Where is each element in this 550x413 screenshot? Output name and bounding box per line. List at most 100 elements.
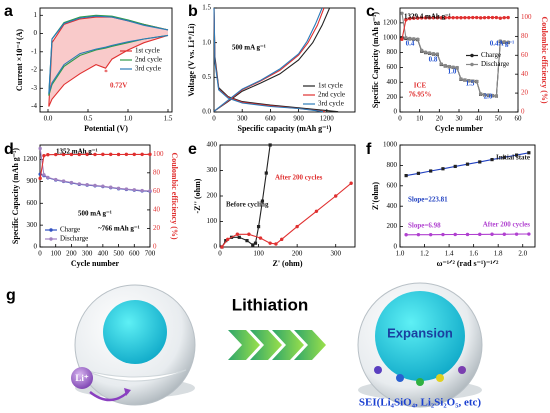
x-tick-label: 1200 — [320, 115, 335, 123]
annotation: 1.5 — [466, 80, 475, 88]
marker — [109, 152, 113, 157]
marker — [459, 77, 463, 81]
plot-frame — [39, 7, 173, 113]
y-tick-label: 1.0 — [202, 38, 211, 46]
marker — [467, 15, 471, 20]
panel-label: d — [4, 141, 14, 158]
marker — [61, 179, 66, 183]
legend-marker — [470, 62, 474, 67]
y-tick-label: 300 — [207, 166, 218, 174]
silicon-core — [103, 300, 167, 364]
x-tick-label: 100 — [50, 250, 61, 258]
x-tick-label: 2.0 — [518, 250, 527, 258]
marker — [132, 188, 136, 192]
marker — [140, 188, 144, 193]
marker — [54, 177, 58, 182]
marker — [404, 18, 408, 22]
series-line — [48, 15, 169, 94]
sei-particle — [436, 374, 444, 382]
marker — [498, 39, 502, 43]
x-tick-label: 1.2 — [420, 250, 429, 258]
marker — [416, 171, 421, 175]
series-line — [221, 182, 352, 248]
annotation: 500 mA g⁻¹ — [232, 44, 266, 52]
marker — [416, 232, 421, 237]
y2-axis-label: Coulombic efficiency (%) — [170, 152, 179, 239]
marker — [482, 93, 487, 97]
panel-label: b — [188, 3, 198, 20]
marker — [490, 93, 495, 98]
marker — [235, 232, 240, 236]
y2-tick-label: 100 — [521, 13, 532, 21]
marker — [431, 51, 436, 56]
marker — [453, 232, 457, 237]
y2-tick-label: 40 — [153, 206, 161, 214]
marker — [527, 232, 531, 236]
marker — [247, 232, 251, 236]
panel-label: c — [366, 3, 375, 20]
marker — [475, 79, 479, 84]
marker — [38, 146, 42, 151]
x-tick-label: 300 — [82, 250, 93, 258]
marker — [439, 62, 443, 66]
annotation: 0.4 — [406, 40, 415, 48]
marker — [116, 186, 121, 191]
chevron — [250, 330, 282, 360]
series-line — [39, 148, 151, 192]
legend-marker — [49, 228, 53, 232]
legend-marker — [49, 237, 53, 241]
ion-label: Li⁺ — [75, 373, 89, 383]
series-label: After 200 cycles — [483, 221, 531, 229]
series-line — [401, 13, 509, 97]
marker — [46, 175, 50, 180]
marker — [237, 235, 241, 239]
marker — [280, 237, 284, 242]
marker — [478, 16, 483, 20]
y-tick-label: 0 — [214, 243, 218, 251]
y-tick-label: 800 — [387, 48, 398, 56]
annotation: 0.4A g⁻¹ — [490, 40, 514, 48]
annotation: 1352 mAh g⁻¹ — [56, 148, 98, 156]
chevron — [272, 330, 304, 360]
x-tick-label: 1.5 — [164, 115, 173, 123]
x-tick-label: 500 — [113, 250, 124, 258]
x-tick-label: 10 — [416, 115, 424, 123]
marker — [268, 241, 272, 245]
legend-label: Discharge — [481, 60, 509, 68]
sei-particle — [416, 378, 424, 386]
marker — [427, 16, 432, 20]
y2-tick-label: 100 — [153, 150, 164, 158]
annotation: Slope=6.98 — [408, 222, 441, 230]
marker — [412, 37, 416, 41]
marker — [77, 152, 81, 157]
lithium-ion — [71, 367, 93, 389]
x-tick-label: 700 — [145, 250, 156, 258]
y-tick-label: -1 — [31, 47, 37, 55]
marker — [443, 16, 447, 20]
annotation: ~766 mAh g⁻¹ — [98, 225, 140, 233]
panel-label: a — [4, 3, 13, 20]
annotation: Slope=223.81 — [408, 196, 448, 204]
legend-label: 1st cycle — [318, 82, 343, 90]
x-tick-label: 0.0 — [44, 115, 53, 123]
marker — [439, 16, 443, 20]
x-tick-label: 100 — [253, 250, 264, 258]
x-tick-label: 900 — [293, 115, 304, 123]
marker — [463, 78, 467, 82]
marker — [85, 152, 89, 157]
y-tick-label: -2 — [31, 66, 37, 74]
y-tick-label: 1200 — [383, 18, 398, 26]
marker — [514, 153, 519, 157]
marker — [490, 15, 495, 20]
y-axis-label: Current ×10⁻⁴ (A) — [15, 29, 24, 91]
marker — [42, 153, 46, 158]
legend-label: 3rd cycle — [318, 100, 344, 108]
y-tick-label: 0.5 — [202, 73, 211, 81]
y-tick-label: 1 — [34, 11, 38, 19]
marker — [441, 167, 445, 171]
x-tick-label: 40 — [475, 115, 483, 123]
x-tick-label: 30 — [456, 115, 464, 123]
marker — [260, 199, 265, 203]
marker — [502, 155, 506, 159]
panel-g: g Li⁺ Lithiation Expansion SEI(Li₄SiO₄, … — [6, 282, 483, 409]
